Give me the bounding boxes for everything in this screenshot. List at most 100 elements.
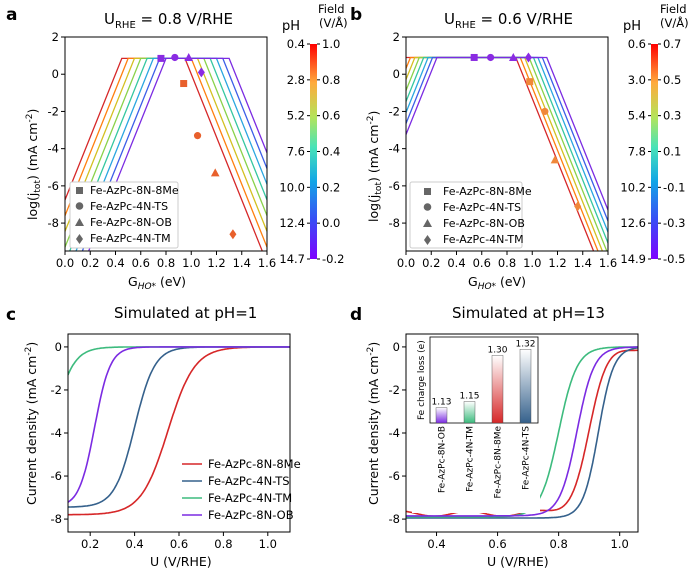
x-tick-label: 0.4: [447, 256, 465, 270]
square-marker: [180, 80, 188, 88]
inset-frame: [429, 336, 539, 424]
legend-item: Fe-AzPc-8N-OB: [443, 217, 525, 230]
cbar-field-tick-label: 0.1: [663, 145, 681, 159]
inset-bar: [519, 349, 532, 424]
cbar-field-tick-label: 0.4: [322, 145, 340, 159]
inset-ylabel: Fe charge loss (e): [417, 340, 427, 420]
triangle-marker-icon: [423, 219, 432, 227]
cbar-ph-tick-label: 14.7: [279, 252, 305, 266]
diamond-marker: [197, 67, 205, 78]
cbar-ph-title: pH: [623, 19, 641, 34]
panel-d-inset: Fe charge loss (e) 1.13 Fe-AzPc-8N-OB 1.15…: [412, 336, 540, 513]
y-tick-label: -6: [389, 179, 400, 193]
triangle-marker: [184, 52, 194, 61]
inset-category-label: Fe-AzPc-8N-OB: [438, 426, 448, 493]
cbar-field-tick-label: 0.6: [322, 109, 340, 123]
panel-a-colorbar: pH Field (V/Å) 0.4 1.0 2.8 0.8 5.2 0.6 7.6 0.4 1…: [279, 2, 347, 266]
legend-item: Fe-AzPc-4N-TS: [208, 474, 290, 488]
legend-item: Fe-AzPc-4N-TS: [90, 200, 168, 213]
y-tick-label: -4: [389, 426, 400, 440]
x-tick-label: 0.8: [214, 537, 232, 551]
inset-bar-value: 1.15: [459, 392, 479, 402]
panel-b-label: b: [350, 5, 362, 25]
cbar-ph-tick-label: 0.6: [628, 37, 646, 51]
x-tick-label: 0.6: [170, 537, 188, 551]
cbar-field-title: Field: [318, 2, 345, 16]
triangle-marker-icon: [75, 218, 84, 226]
cbar-field-tick-label: 0.7: [663, 37, 681, 51]
series-line: [406, 347, 638, 519]
cbar-field-tick-label: -0.1: [663, 180, 685, 194]
panel-b: b URHE = 0.6 V/RHE log(jtot) (mA cm-2) G…: [350, 2, 689, 292]
legend-item: Fe-AzPc-8N-OB: [208, 508, 294, 522]
x-tick-label: 0.6: [132, 256, 150, 270]
square-marker: [157, 54, 165, 62]
panel-b-axes: 0.0 0.2 0.4 0.6 0.8 1.0 1.2 1.4 1.6 2 0 -2 -4 -6 -8: [389, 30, 618, 270]
cbar-field-tick-label: 0.3: [663, 109, 681, 123]
panel-c-axes: 0.2 0.4 0.6 0.8 1.0 0 -2 -4 -6 -8: [51, 333, 291, 551]
panel-d-label: d: [350, 305, 362, 325]
triangle-marker: [210, 168, 220, 177]
y-tick-label: -2: [48, 104, 59, 118]
y-tick-label: 0: [52, 67, 59, 81]
circle-marker-icon: [75, 202, 84, 210]
colorbar-gradient: [651, 44, 658, 259]
x-tick-label: 0.6: [473, 256, 491, 270]
x-tick-label: 1.6: [599, 256, 617, 270]
square-marker-icon: [424, 188, 431, 195]
circle-marker-icon: [423, 203, 432, 211]
x-tick-label: 1.0: [523, 256, 541, 270]
panel-d-xlabel: U (V/RHE): [487, 554, 549, 569]
series-line: [68, 346, 290, 376]
y-tick-label: -8: [51, 512, 62, 526]
square-marker-icon: [76, 187, 83, 194]
y-tick-label: -6: [48, 179, 59, 193]
x-tick-label: 0.0: [397, 256, 415, 270]
cbar-ph-tick-label: 12.6: [620, 216, 646, 230]
cbar-ph-tick-label: 12.4: [279, 216, 305, 230]
triangle-marker: [550, 155, 560, 164]
x-tick-label: 0.0: [56, 256, 74, 270]
cbar-field-unit: (V/Å): [660, 15, 689, 30]
circle-marker: [193, 132, 202, 140]
y-tick-label: -4: [51, 426, 62, 440]
panel-c: c Simulated at pH=1 Current density (mA …: [6, 304, 301, 569]
y-tick-label: -2: [389, 104, 400, 118]
cbar-ph-tick-label: 10.0: [279, 180, 305, 194]
inset-bar-value: 1.30: [487, 345, 507, 355]
legend-frame: [69, 181, 179, 249]
y-tick-label: -2: [51, 383, 62, 397]
legend-item: Fe-AzPc-4N-TM: [208, 491, 292, 505]
x-tick-label: 0.4: [106, 256, 124, 270]
cbar-ph-tick-label: 2.8: [287, 73, 305, 87]
panel-d-ylabel: Current density (mA cm-2): [366, 342, 381, 505]
cbar-ph-tick-label: 3.0: [628, 73, 646, 87]
inset-bar: [491, 355, 504, 424]
panel-c-label: c: [6, 305, 16, 325]
x-tick-label: 1.2: [548, 256, 566, 270]
panel-a-ylabel: log(jtot) (mA cm-2): [25, 109, 43, 220]
diamond-marker: [574, 201, 582, 212]
cbar-field-tick-label: 1.0: [322, 37, 340, 51]
inset-bar-value: 1.13: [431, 398, 451, 408]
y-tick-label: 0: [393, 340, 400, 354]
panel-b-colorbar: pH Field (V/Å) 0.6 0.7 3.0 0.5 5.4 0.3 7.8 0.1 1…: [620, 2, 688, 266]
cbar-ph-tick-label: 5.4: [628, 109, 646, 123]
series-line: [68, 346, 290, 503]
x-tick-label: 0.4: [427, 537, 445, 551]
legend-item: Fe-AzPc-4N-TM: [443, 233, 524, 246]
series-line: [68, 346, 290, 516]
y-tick-label: -8: [389, 216, 400, 230]
panel-a-xlabel: GHO* (eV): [128, 274, 186, 292]
y-tick-label: -2: [389, 383, 400, 397]
cbar-ph-title: pH: [282, 19, 300, 34]
panel-d: d Simulated at pH=13 Current density (mA…: [350, 304, 639, 569]
x-tick-label: 0.2: [81, 537, 99, 551]
x-tick-label: 1.4: [233, 256, 251, 270]
circle-marker: [541, 107, 549, 116]
inset-category-label: Fe-AzPc-4N-TM: [466, 426, 476, 492]
y-tick-label: -4: [48, 142, 59, 156]
x-tick-label: 0.4: [125, 537, 143, 551]
y-tick-label: -4: [389, 142, 400, 156]
panel-a-legend: Fe-AzPc-8N-8Me Fe-AzPc-4N-TS Fe-AzPc-8N-…: [69, 181, 179, 249]
